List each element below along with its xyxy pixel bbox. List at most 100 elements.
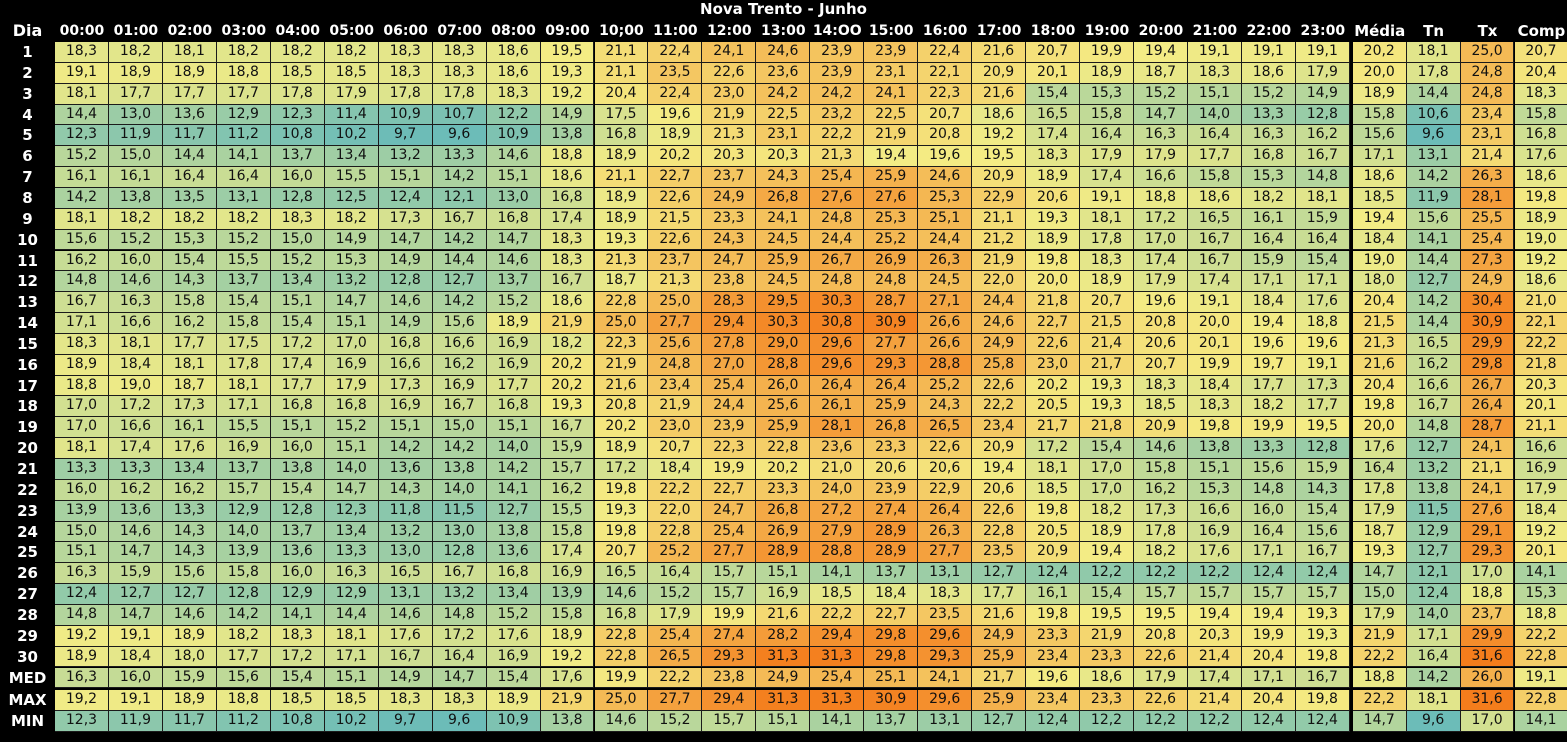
heatmap-cell: 9,6: [433, 125, 487, 146]
heatmap-cell: 18,2: [325, 209, 379, 230]
heatmap-cell: 20,1: [1026, 63, 1080, 84]
heatmap-cell: 17,1: [1407, 626, 1461, 647]
heatmap-cell: 17,7: [163, 84, 217, 105]
heatmap-cell: 16,1: [1242, 209, 1296, 230]
heatmap-cell: 20,9: [972, 167, 1026, 188]
heatmap-cell: 18,6: [541, 292, 595, 313]
column-header: 22:00: [1242, 20, 1296, 42]
heatmap-cell: 22,4: [648, 84, 702, 105]
heatmap-cell: 20,6: [918, 459, 972, 480]
heatmap-cell: 22,3: [702, 438, 756, 459]
heatmap-cell: 18,3: [1134, 376, 1188, 397]
heatmap-cell: 18,8: [1461, 584, 1515, 605]
heatmap-cell: 16,6: [1515, 438, 1567, 459]
heatmap-cell: 21,4: [1188, 647, 1242, 668]
heatmap-cell: 22,2: [810, 605, 864, 626]
heatmap-cell: 18,6: [1080, 668, 1134, 689]
heatmap-cell: 17,1: [55, 313, 109, 334]
heatmap-cell: 21,7: [1026, 417, 1080, 438]
heatmap-cell: 22,0: [648, 501, 702, 522]
heatmap-cell: 18,3: [55, 334, 109, 355]
heatmap-cell: 14,3: [163, 271, 217, 292]
heatmap-cell: 16,3: [55, 668, 109, 689]
heatmap-cell: 22,7: [864, 605, 918, 626]
heatmap-cell: 22,2: [1515, 334, 1567, 355]
heatmap-cell: 13,1: [918, 711, 972, 732]
heatmap-cell: 15,1: [379, 417, 433, 438]
heatmap-cell: 12,2: [487, 105, 541, 126]
heatmap-cell: 20,4: [595, 84, 649, 105]
heatmap-cell: 25,0: [1461, 42, 1515, 63]
heatmap-cell: 14,9: [1296, 84, 1350, 105]
heatmap-cell: 18,3: [487, 84, 541, 105]
heatmap-cell: 18,6: [972, 105, 1026, 126]
heatmap-cell: 18,2: [1242, 396, 1296, 417]
heatmap-cell: 14,2: [55, 188, 109, 209]
heatmap-cell: 29,3: [1461, 542, 1515, 563]
heatmap-cell: 19,4: [1134, 42, 1188, 63]
heatmap-cell: 27,7: [918, 542, 972, 563]
heatmap-cell: 20,2: [541, 355, 595, 376]
heatmap-cell: 17,7: [217, 647, 271, 668]
heatmap-cell: 12,4: [1296, 563, 1350, 584]
heatmap-cell: 19,6: [1026, 668, 1080, 689]
heatmap-cell: 26,3: [918, 522, 972, 543]
heatmap-cell: 12,8: [271, 501, 325, 522]
heatmap-cell: 12,8: [1296, 438, 1350, 459]
heatmap-cell: 31,3: [810, 647, 864, 668]
heatmap-cell: 12,4: [1296, 711, 1350, 732]
column-header: 14:OO: [810, 20, 864, 42]
row-label: MED: [0, 668, 55, 689]
heatmap-cell: 18,9: [541, 626, 595, 647]
heatmap-cell: 25,2: [864, 230, 918, 251]
heatmap-cell: 15,4: [1080, 438, 1134, 459]
heatmap-cell: 13,7: [864, 711, 918, 732]
heatmap-cell: 17,9: [1353, 605, 1407, 626]
heatmap-cell: 19,9: [1188, 355, 1242, 376]
heatmap-cell: 23,4: [1461, 105, 1515, 126]
heatmap-cell: 30,8: [810, 313, 864, 334]
heatmap-cell: 15,3: [163, 230, 217, 251]
heatmap-cell: 20,2: [595, 417, 649, 438]
heatmap-cell: 15,8: [217, 313, 271, 334]
heatmap-cell: 16,5: [1407, 334, 1461, 355]
heatmap-cell: 21,9: [702, 105, 756, 126]
header-dia: Dia: [0, 20, 55, 42]
heatmap-cell: 17,6: [487, 626, 541, 647]
heatmap-cell: 13,7: [217, 459, 271, 480]
heatmap-cell: 12,9: [217, 105, 271, 126]
heatmap-cell: 15,0: [55, 522, 109, 543]
heatmap-cell: 21,8: [1026, 292, 1080, 313]
heatmap-cell: 17,0: [1080, 480, 1134, 501]
heatmap-cell: 17,6: [541, 668, 595, 689]
stats-separator: [55, 688, 1567, 690]
heatmap-cell: 20,7: [1026, 42, 1080, 63]
heatmap-cell: 15,6: [163, 563, 217, 584]
heatmap-cell: 20,7: [1080, 292, 1134, 313]
heatmap-cell: 10,7: [433, 105, 487, 126]
heatmap-cell: 22,6: [648, 188, 702, 209]
heatmap-cell: 14,7: [325, 480, 379, 501]
heatmap-cell: 14,1: [1407, 230, 1461, 251]
heatmap-cell: 22,7: [1026, 313, 1080, 334]
heatmap-cell: 16,1: [109, 167, 163, 188]
heatmap-cell: 18,5: [1134, 396, 1188, 417]
heatmap-cell: 9,7: [379, 125, 433, 146]
heatmap-cell: 20,9: [972, 438, 1026, 459]
heatmap-cell: 21,5: [648, 209, 702, 230]
heatmap-cell: 15,8: [541, 605, 595, 626]
heatmap-cell: 15,2: [217, 230, 271, 251]
heatmap-cell: 27,7: [864, 334, 918, 355]
heatmap-cell: 18,2: [109, 42, 163, 63]
heatmap-cell: 18,4: [109, 647, 163, 668]
heatmap-cell: 18,1: [1407, 42, 1461, 63]
row-label: 12: [0, 271, 55, 292]
column-header: Tn: [1407, 20, 1461, 42]
heatmap-cell: 15,8: [217, 563, 271, 584]
heatmap-cell: 13,7: [271, 522, 325, 543]
heatmap-cell: 15,3: [325, 251, 379, 272]
heatmap-cell: 21,8: [1515, 355, 1567, 376]
heatmap-cell: 19,1: [1296, 355, 1350, 376]
heatmap-cell: 15,1: [756, 711, 810, 732]
heatmap-cell: 15,4: [1026, 84, 1080, 105]
